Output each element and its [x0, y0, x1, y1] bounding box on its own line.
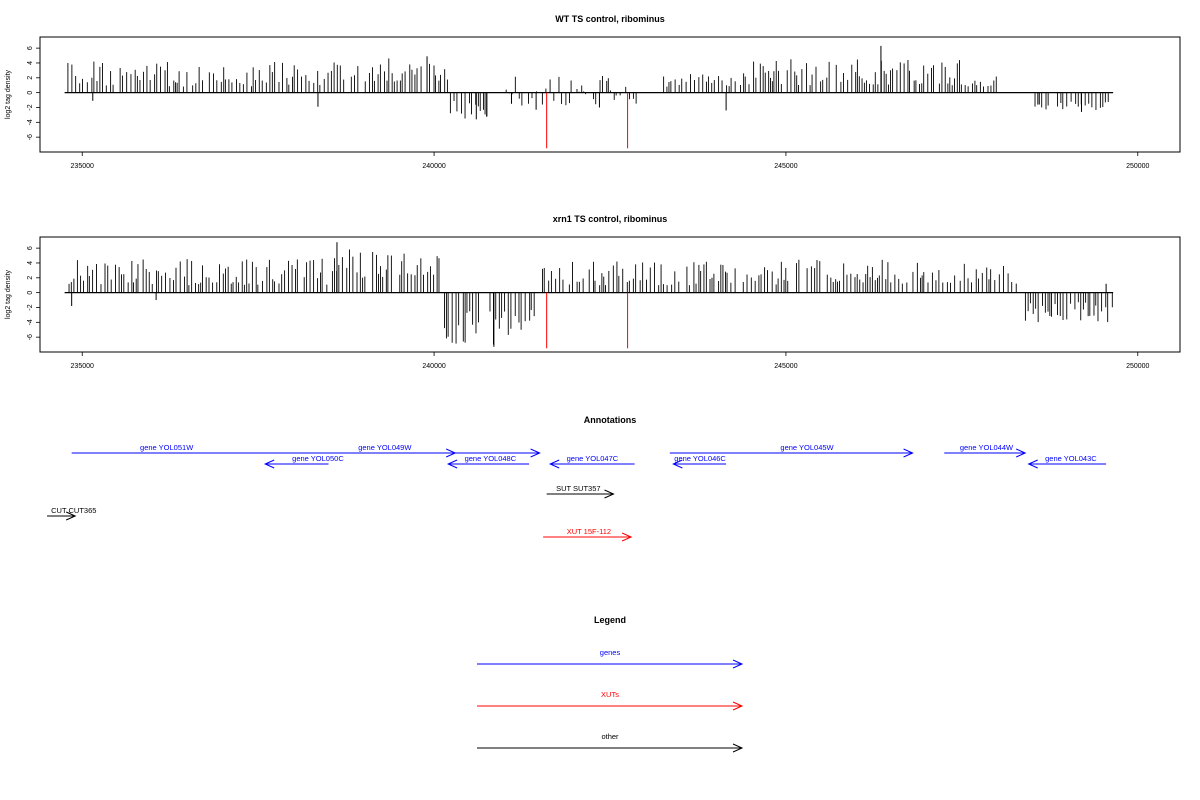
- y-tick-label: 0: [27, 91, 34, 95]
- legend-arrow-head: [732, 701, 744, 711]
- plot-frame: [39, 36, 1181, 153]
- xrn1-track-panel: xrn1 TS control, ribominus 6 4 2 0 -2 -4 -6 log2…: [5, 214, 1181, 370]
- x-tick-label: 250000: [1126, 163, 1149, 170]
- annotation-arrow: [546, 489, 615, 499]
- annotation-arrow: [1027, 459, 1107, 469]
- x-tick-label: 250000: [1126, 363, 1149, 370]
- density-bars: [68, 242, 1113, 347]
- annotations-title: Annotations: [584, 415, 637, 425]
- annotation-label: XUT 15F-112: [567, 527, 611, 536]
- legend-arrow-head: [732, 743, 744, 753]
- legend-label: XUTs: [601, 690, 619, 699]
- y-tick-label: -4: [27, 319, 34, 325]
- y-tick-label: -2: [27, 104, 34, 110]
- annotation-arrow: [543, 532, 633, 542]
- annotation-label: gene YOL048C: [465, 454, 517, 463]
- plot-frame: [39, 236, 1181, 353]
- annotation-label: SUT SUT357: [556, 484, 600, 493]
- y-tick-label: 6: [27, 46, 34, 50]
- arrow-head: [1015, 448, 1027, 458]
- annotation-label: gene YOL046C: [674, 454, 726, 463]
- arrow-head: [672, 459, 683, 469]
- x-tick-label: 235000: [71, 363, 94, 370]
- annotation-arrow: [47, 511, 77, 521]
- y-tick-label: -4: [27, 119, 34, 125]
- arrow-head: [530, 448, 541, 458]
- annotation-label: gene YOL049W: [358, 443, 412, 452]
- y-tick-label: -2: [27, 304, 34, 310]
- density-bars: [67, 45, 1109, 120]
- arrow-head: [65, 511, 77, 521]
- annotation-label: gene YOL044W: [960, 443, 1014, 452]
- legend-item: [477, 743, 744, 753]
- legend-label: genes: [600, 648, 621, 657]
- annotation-arrow: [944, 448, 1027, 458]
- y-tick-label: 4: [27, 261, 34, 265]
- y-tick-label: 0: [27, 291, 34, 295]
- arrow-head: [903, 448, 914, 458]
- y-tick-label: -6: [27, 334, 34, 340]
- x-tick-label: 240000: [422, 163, 445, 170]
- y-tick-label: -6: [27, 134, 34, 140]
- y-tick-label: 2: [27, 76, 34, 80]
- arrow-head: [1027, 459, 1038, 469]
- legend-panel: Legend genes XUTs other: [477, 615, 744, 753]
- annotation-label: CUT CUT365: [51, 506, 96, 515]
- legend-title: Legend: [594, 615, 626, 625]
- arrow-head: [446, 459, 458, 469]
- y-axis-label: log2 tag density: [5, 269, 12, 319]
- legend-arrow-head: [732, 659, 744, 669]
- annotation-arrow: [672, 459, 727, 469]
- panel-title: WT TS control, ribominus: [555, 14, 665, 24]
- annotation-arrow: [548, 459, 635, 469]
- annotation-arrow: [446, 459, 530, 469]
- annotation-label: gene YOL043C: [1045, 454, 1097, 463]
- annotation-arrow: [328, 448, 457, 458]
- arrow-head: [263, 459, 275, 469]
- annotation-arrow: [71, 448, 541, 458]
- legend-label: other: [601, 732, 619, 741]
- y-axis-label: log2 tag density: [5, 69, 12, 119]
- x-tick-label: 235000: [71, 163, 94, 170]
- arrow-head: [445, 448, 457, 458]
- annotation-arrow: [669, 448, 914, 458]
- annotation-label: gene YOL051W: [140, 443, 194, 452]
- arrow-head: [604, 489, 615, 499]
- arrow-head: [621, 532, 633, 542]
- annotation-arrow: [263, 459, 329, 469]
- y-tick-label: 6: [27, 246, 34, 250]
- annotation-label: gene YOL045W: [780, 443, 834, 452]
- y-tick-label: 2: [27, 276, 34, 280]
- annotation-label: gene YOL047C: [567, 454, 619, 463]
- arrow-head: [548, 459, 560, 469]
- annotations-panel: Annotations gene YOL051W gene YOL050C gene …: [47, 415, 1107, 542]
- wt-track-panel: WT TS control, ribominus 6 4 2 0 -2 -4 -6 log2 t…: [5, 14, 1181, 170]
- x-tick-label: 245000: [774, 163, 797, 170]
- y-tick-label: 4: [27, 61, 34, 65]
- x-tick-label: 245000: [774, 363, 797, 370]
- x-tick-label: 240000: [422, 363, 445, 370]
- legend-item: [477, 701, 744, 711]
- panel-title: xrn1 TS control, ribominus: [553, 214, 668, 224]
- annotation-label: gene YOL050C: [292, 454, 344, 463]
- legend-item: [477, 659, 744, 669]
